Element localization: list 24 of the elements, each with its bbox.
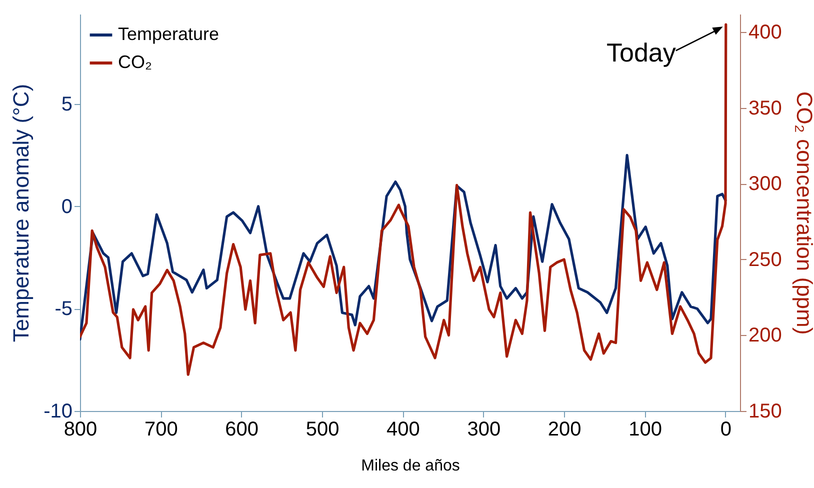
- y2-tick-label: 350: [748, 97, 782, 120]
- y-tick-label: -5: [54, 298, 72, 320]
- y2-tick-label: 250: [748, 248, 782, 271]
- x-tick-label: 600: [225, 418, 259, 440]
- x-axis-title: Miles de años: [361, 458, 460, 474]
- y2-tick-label: 150: [748, 400, 782, 422]
- x-tick-label: 200: [548, 418, 582, 440]
- x-tick-label: 500: [306, 418, 340, 440]
- annotation: Today: [606, 38, 676, 68]
- legend-label: Temperature: [118, 24, 220, 44]
- line-series: [80, 23, 728, 376]
- x-tick-label: 400: [386, 418, 420, 440]
- y-axis-title: Temperature anomaly (°C): [8, 84, 34, 342]
- y2-tick-label: 400: [748, 22, 782, 44]
- legend-label: CO₂: [118, 52, 152, 72]
- y-tick-label: 0: [61, 196, 72, 218]
- x-tick-label: 100: [628, 418, 662, 440]
- y2-axis-title: CO₂ concentration (ppm): [792, 91, 814, 335]
- y2-tick-label: 200: [748, 324, 782, 347]
- x-tick-label: 700: [144, 418, 178, 440]
- y2-tick-label: 300: [748, 173, 782, 196]
- x-tick-label: 0: [720, 418, 732, 440]
- y-tick-label: 5: [61, 94, 72, 116]
- x-tick-label: 300: [467, 418, 501, 440]
